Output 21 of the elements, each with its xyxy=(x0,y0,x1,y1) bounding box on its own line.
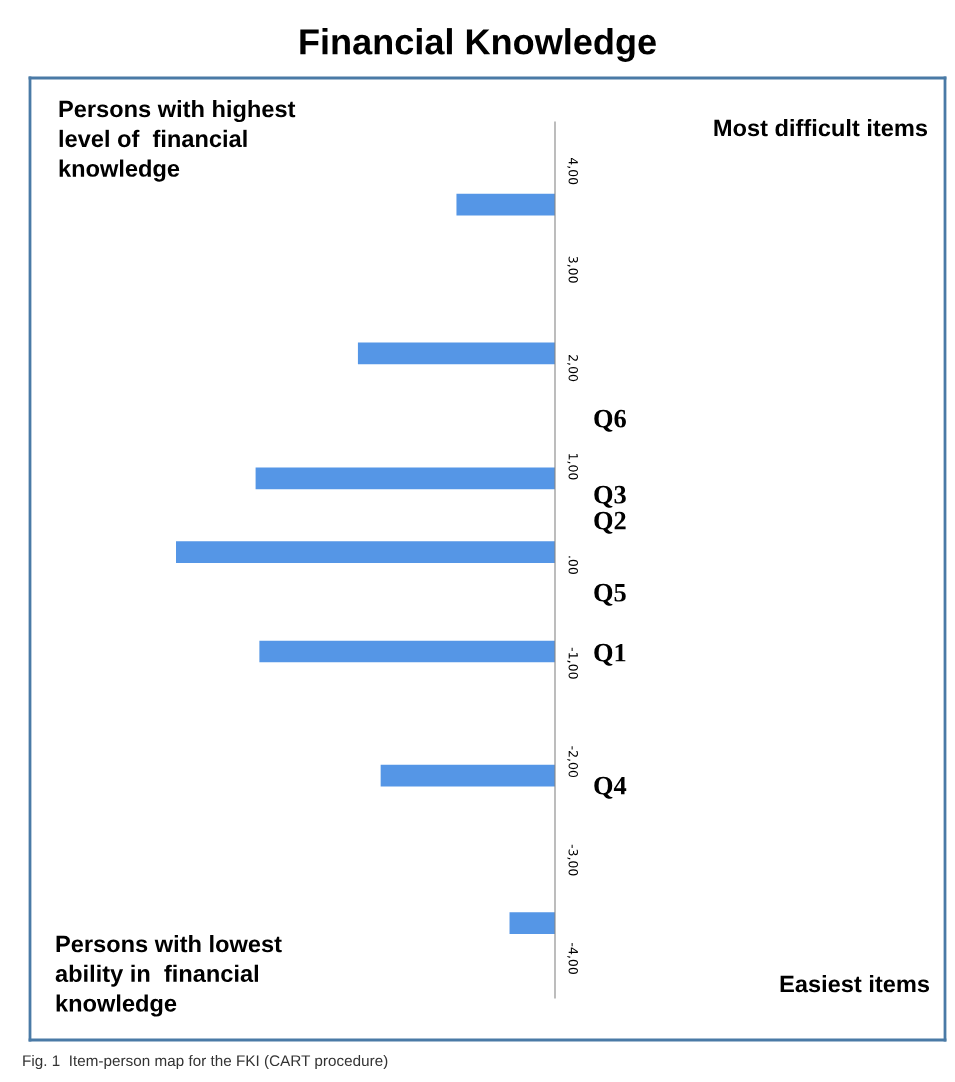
y-tick-label: -4,00 xyxy=(567,943,578,974)
annotation: Persons with highest level of financial knowledge xyxy=(59,100,296,182)
y-tick-label: 2,00 xyxy=(567,355,578,382)
caption: Fig. 1 Item-person map for the FKI (CART procedure) xyxy=(23,1054,388,1070)
y-tick-label: -1,00 xyxy=(567,647,578,679)
text: Q1 xyxy=(594,643,626,666)
text: Most difficult items xyxy=(714,119,928,137)
y-tick-label: .00 xyxy=(568,556,578,575)
y-tick-label: -2,00 xyxy=(567,746,578,778)
y-tick-label: 3,00 xyxy=(567,256,578,283)
y-tick-label: -3,00 xyxy=(567,844,578,876)
text: Q3 xyxy=(594,485,626,508)
text: Q5 xyxy=(594,583,626,606)
y-tick-label: 1,00 xyxy=(567,453,578,480)
text: Q6 xyxy=(594,409,626,432)
text: Easiest items xyxy=(780,975,930,993)
text: Q2 xyxy=(594,511,626,534)
text: Q4 xyxy=(594,776,627,799)
chart-title: Financial Knowledge xyxy=(300,28,656,62)
y-tick-label: 4,00 xyxy=(567,157,578,185)
annotation: Persons with lowest ability in financial knowledge xyxy=(55,935,282,1017)
